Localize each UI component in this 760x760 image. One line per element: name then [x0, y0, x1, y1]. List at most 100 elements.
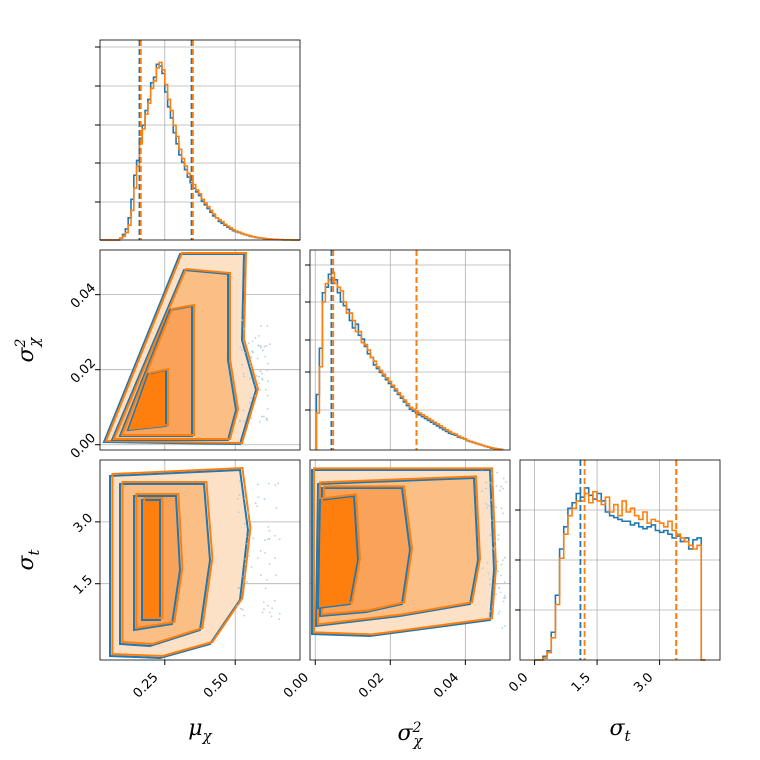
hist-s2-grid [310, 250, 510, 450]
tick-label-st-y: 3.0 [71, 511, 96, 536]
tick-label-s2-y: 0.02 [68, 356, 99, 387]
sample-point [271, 607, 274, 610]
sample-point [241, 319, 244, 322]
sample-point [265, 344, 268, 347]
sample-point [489, 578, 492, 581]
sample-point [255, 375, 258, 377]
sample-point [254, 394, 257, 397]
sample-point [267, 380, 270, 383]
sample-point [250, 566, 253, 568]
contour-line-orange-1 [112, 267, 240, 440]
sample-point [258, 375, 260, 378]
sample-point [266, 604, 269, 607]
sample-point [277, 482, 280, 485]
sample-point [481, 490, 483, 492]
contour-line-orange-2 [120, 303, 195, 436]
contour-line-orange-1 [121, 481, 214, 646]
sample-point [254, 502, 257, 505]
sample-point [269, 611, 271, 614]
sample-point [489, 583, 491, 586]
contour-line-blue-0 [109, 468, 250, 660]
sample-point [500, 507, 503, 510]
sample-point [251, 340, 254, 343]
sample-point [238, 494, 241, 497]
sample-point [250, 356, 252, 359]
sample-point [264, 355, 267, 358]
sample-point [504, 625, 506, 627]
sample-point [265, 418, 268, 421]
sample-point [242, 375, 245, 378]
sample-point [268, 563, 271, 566]
sample-point [486, 616, 489, 619]
sample-point [248, 401, 251, 404]
contour-line-orange-0 [313, 467, 498, 636]
sample-point [497, 538, 500, 541]
sample-point [490, 499, 493, 501]
sample-point [249, 377, 251, 380]
sample-point [485, 503, 488, 505]
sample-point [244, 558, 247, 560]
sample-point [259, 550, 262, 552]
sample-point [489, 610, 492, 613]
sample-point [259, 389, 262, 391]
sample-point [264, 587, 267, 590]
sample-point [261, 611, 264, 614]
sample-point [240, 349, 243, 351]
contour-line-orange-2 [135, 493, 184, 630]
panel-frame-p20 [99, 459, 301, 661]
sample-point [259, 345, 262, 348]
tick-label-mu: 0.25 [131, 670, 162, 701]
sample-point [495, 506, 498, 508]
sample-point [247, 342, 250, 345]
sample-point [499, 591, 502, 594]
sample-point [264, 539, 266, 541]
sample-point [491, 483, 493, 486]
sample-point [237, 511, 240, 514]
sample-point [264, 388, 267, 391]
sample-point [259, 574, 262, 577]
sample-point [487, 504, 489, 507]
sample-point [260, 325, 262, 327]
sample-point [263, 608, 265, 610]
sample-point [491, 605, 494, 608]
sample-point [496, 560, 499, 563]
contour-fill-orange-3 [142, 500, 160, 620]
sample-point [240, 575, 243, 578]
sample-point [496, 471, 498, 474]
sample-point [495, 569, 498, 572]
sample-point [500, 485, 503, 488]
sample-point [243, 573, 246, 576]
sample-point [246, 580, 248, 583]
sample-point [248, 554, 251, 557]
sample-point [504, 481, 507, 483]
contour-fill-orange-3 [128, 370, 166, 430]
sample-point [256, 557, 259, 559]
tick-label-s2-y: 0.00 [68, 431, 99, 462]
sample-point [243, 327, 246, 330]
sample-point [268, 529, 271, 532]
sample-point [495, 485, 498, 487]
sample-point [497, 534, 500, 536]
sample-point [503, 581, 506, 583]
sample-point [265, 417, 268, 419]
hist-s2-blue-series [315, 273, 504, 451]
tick-label-st-x: 1.5 [569, 670, 594, 695]
sample-point [243, 522, 246, 525]
sample-point [259, 370, 262, 373]
sample-point [275, 507, 278, 509]
tick-label-mu: 0.50 [201, 670, 232, 701]
sample-point [260, 346, 263, 349]
sample-point [487, 572, 490, 575]
contour-line-blue-0 [311, 469, 496, 638]
contour-line-blue-1 [314, 476, 480, 628]
sample-point [270, 615, 273, 618]
sample-point [266, 369, 269, 372]
sample-point [239, 607, 242, 610]
sample-point [262, 601, 265, 604]
contour-line-blue-2 [318, 487, 412, 618]
sample-point [502, 487, 504, 490]
sample-point [267, 362, 270, 365]
sample-point [260, 415, 263, 418]
sample-point [268, 537, 271, 540]
sample-point [251, 350, 254, 353]
